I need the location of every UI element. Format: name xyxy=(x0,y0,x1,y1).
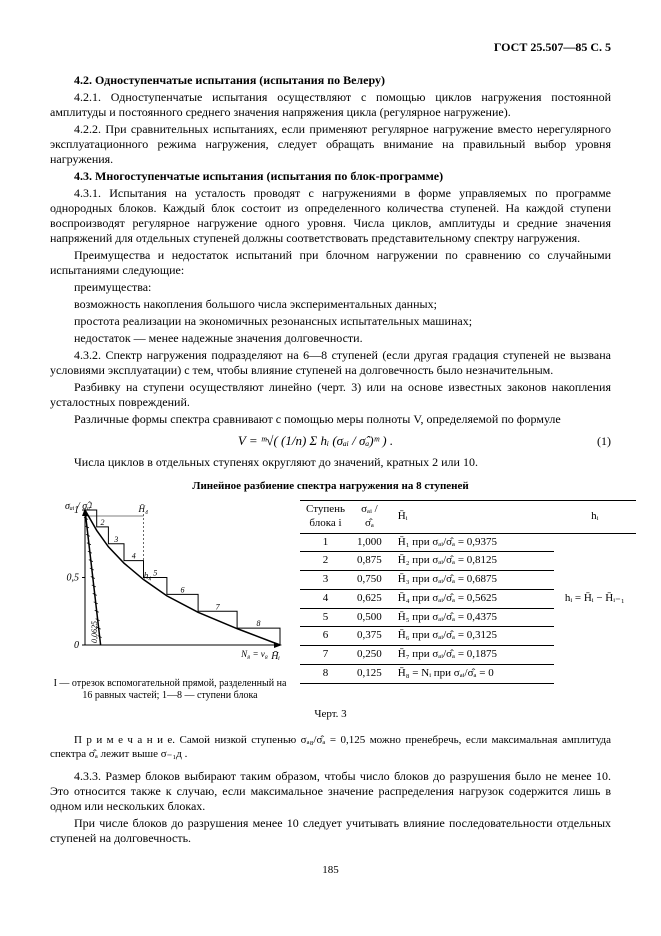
para-4-3-2-b: Разбивку на ступени осуществляют линейно… xyxy=(50,380,611,410)
table-cell: 4 xyxy=(300,589,351,608)
table-cell xyxy=(554,646,636,665)
formula-1-number: (1) xyxy=(581,434,611,449)
table-cell: H̄₅ при σₐᵢ/σ̂ₐ = 0,4375 xyxy=(388,608,554,627)
table-cell xyxy=(554,627,636,646)
svg-text:H̄₄: H̄₄ xyxy=(138,504,149,514)
table-cell: 0,750 xyxy=(351,571,388,590)
svg-text:8: 8 xyxy=(257,619,261,628)
table-cell: 3 xyxy=(300,571,351,590)
note: П р и м е ч а н и е. Самой низкой ступен… xyxy=(50,734,611,762)
table-cell: H̄₄ при σₐᵢ/σ̂ₐ = 0,5625 xyxy=(388,589,554,608)
table-cell: 8 xyxy=(300,664,351,683)
para-4-3-1-b: Преимущества и недостаток испытаний при … xyxy=(50,248,611,278)
svg-text:1: 1 xyxy=(89,501,93,510)
table-cell: 2 xyxy=(300,552,351,571)
step-chart: 10,50σₐᵢ / σ̂ₐH̄ᵢ12345678H̄₄h₄N₈ = ν₈0,0… xyxy=(50,500,290,670)
para-4-2-2: 4.2.2. При сравнительных испытаниях, есл… xyxy=(50,122,611,167)
table-cell: H̄₆ при σₐᵢ/σ̂ₐ = 0,3125 xyxy=(388,627,554,646)
para-4-3-3-b: При числе блоков до разрушения менее 10 … xyxy=(50,816,611,846)
table-cell: H̄₁ при σₐᵢ/σ̂ₐ = 0,9375 xyxy=(388,533,554,552)
svg-text:0,0625: 0,0625 xyxy=(90,621,99,643)
svg-text:h₄: h₄ xyxy=(144,571,152,581)
table-cell: 0,125 xyxy=(351,664,388,683)
table-header: hᵢ xyxy=(554,501,636,534)
figure-label: Черт. 3 xyxy=(50,708,611,722)
page-header: ГОСТ 25.507—85 С. 5 xyxy=(50,40,611,55)
svg-text:6: 6 xyxy=(181,585,185,594)
para-4-3-1: 4.3.1. Испытания на усталость проводят с… xyxy=(50,186,611,246)
table-header: σₐᵢ / σ̂ₐ xyxy=(351,501,388,534)
table-row: 20,875H̄₂ при σₐᵢ/σ̂ₐ = 0,8125 xyxy=(300,552,636,571)
table-cell: H̄₂ при σₐᵢ/σ̂ₐ = 0,8125 xyxy=(388,552,554,571)
table-cell xyxy=(554,533,636,552)
table-cell: 0,875 xyxy=(351,552,388,571)
chart-container: 10,50σₐᵢ / σ̂ₐH̄ᵢ12345678H̄₄h₄N₈ = ν₈0,0… xyxy=(50,500,290,702)
section-4-2-title: 4.2. Одноступенчатые испытания (испытани… xyxy=(50,73,611,88)
svg-text:0: 0 xyxy=(74,640,79,651)
section-4-3-title: 4.3. Многоступенчатые испытания (испытан… xyxy=(50,169,611,184)
table-cell: H̄₈ = Nᵢ при σₐᵢ/σ̂ₐ = 0 xyxy=(388,664,554,683)
table-row: 50,500H̄₅ при σₐᵢ/σ̂ₐ = 0,4375 xyxy=(300,608,636,627)
table-cell: 0,250 xyxy=(351,646,388,665)
para-4-3-1-d: возможность накопления большого числа эк… xyxy=(50,297,611,312)
svg-text:7: 7 xyxy=(216,602,221,611)
table-row: 60,375H̄₆ при σₐᵢ/σ̂ₐ = 0,3125 xyxy=(300,627,636,646)
table-cell: hᵢ = H̄ᵢ − H̄ᵢ₋₁ xyxy=(554,589,636,608)
steps-table: Ступень блока iσₐᵢ / σ̂ₐH̄ᵢhᵢ 11,000H̄₁ … xyxy=(300,500,636,684)
svg-text:3: 3 xyxy=(113,535,118,544)
table-header: H̄ᵢ xyxy=(388,501,554,534)
table-cell xyxy=(554,664,636,683)
table-cell: 1 xyxy=(300,533,351,552)
table-header: Ступень блока i xyxy=(300,501,351,534)
svg-text:0,5: 0,5 xyxy=(67,573,80,584)
para-4-3-2-d: Числа циклов в отдельных ступенях округл… xyxy=(50,455,611,470)
chart-caption: I — отрезок вспомогательной прямой, разд… xyxy=(50,678,290,702)
table-cell: H̄₃ при σₐᵢ/σ̂ₐ = 0,6875 xyxy=(388,571,554,590)
table-cell: 0,500 xyxy=(351,608,388,627)
page-number: 185 xyxy=(50,864,611,878)
svg-text:5: 5 xyxy=(153,569,157,578)
table-cell: 1,000 xyxy=(351,533,388,552)
table-cell xyxy=(554,552,636,571)
svg-text:H̄ᵢ: H̄ᵢ xyxy=(270,650,280,662)
para-4-3-3: 4.3.3. Размер блоков выбирают таким обра… xyxy=(50,769,611,814)
table-cell: H̄₇ при σₐᵢ/σ̂ₐ = 0,1875 xyxy=(388,646,554,665)
table-cell: 0,625 xyxy=(351,589,388,608)
para-4-2-1: 4.2.1. Одноступенчатые испытания осущест… xyxy=(50,90,611,120)
para-4-3-1-e: простота реализации на экономичных резон… xyxy=(50,314,611,329)
table-cell xyxy=(554,571,636,590)
para-4-3-1-c: преимущества: xyxy=(50,280,611,295)
table-cell: 7 xyxy=(300,646,351,665)
svg-text:N₈ = ν₈: N₈ = ν₈ xyxy=(240,649,268,659)
table-row: 11,000H̄₁ при σₐᵢ/σ̂ₐ = 0,9375 xyxy=(300,533,636,552)
svg-text:4: 4 xyxy=(132,552,136,561)
table-cell: 0,375 xyxy=(351,627,388,646)
table-row: 30,750H̄₃ при σₐᵢ/σ̂ₐ = 0,6875 xyxy=(300,571,636,590)
svg-text:2: 2 xyxy=(101,518,105,527)
formula-1: V = ᵐ√( (1/n) Σ hᵢ (σₐᵢ / σ̂ₐ)ᵐ ) . xyxy=(50,433,581,449)
table-row: 80,125H̄₈ = Nᵢ при σₐᵢ/σ̂ₐ = 0 xyxy=(300,664,636,683)
para-4-3-2: 4.3.2. Спектр нагружения подразделяют на… xyxy=(50,348,611,378)
table-container: Ступень блока iσₐᵢ / σ̂ₐH̄ᵢhᵢ 11,000H̄₁ … xyxy=(300,500,636,684)
table-cell xyxy=(554,608,636,627)
para-4-3-2-c: Различные формы спектра сравнивают с пом… xyxy=(50,412,611,427)
table-cell: 5 xyxy=(300,608,351,627)
para-4-3-1-f: недостаток — менее надежные значения дол… xyxy=(50,331,611,346)
chart-title: Линейное разбиение спектра нагружения на… xyxy=(50,480,611,494)
table-row: 40,625H̄₄ при σₐᵢ/σ̂ₐ = 0,5625hᵢ = H̄ᵢ −… xyxy=(300,589,636,608)
table-cell: 6 xyxy=(300,627,351,646)
table-row: 70,250H̄₇ при σₐᵢ/σ̂ₐ = 0,1875 xyxy=(300,646,636,665)
